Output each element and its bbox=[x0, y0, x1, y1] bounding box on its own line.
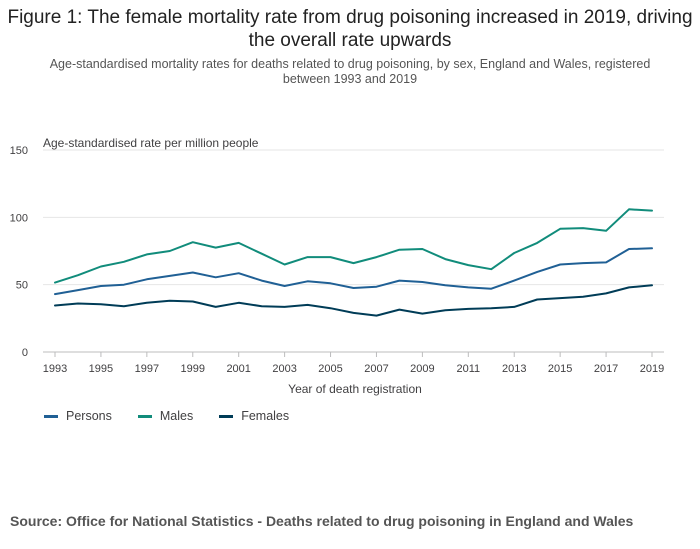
legend-swatch-females bbox=[219, 414, 234, 418]
x-tick-label: 2003 bbox=[272, 363, 296, 375]
x-tick-label: 1993 bbox=[43, 363, 67, 375]
legend-swatch-persons bbox=[44, 414, 58, 418]
legend-label-persons: Persons bbox=[66, 409, 112, 423]
legend-swatch-males bbox=[137, 414, 152, 418]
y-tick-label: 100 bbox=[10, 212, 28, 224]
x-tick-label: 2001 bbox=[226, 363, 250, 375]
legend-item-males[interactable]: Males bbox=[137, 409, 194, 423]
chart-subtitle: Age-standardised mortality rates for dea… bbox=[49, 57, 651, 86]
series-line-males bbox=[54, 208, 653, 284]
x-tick-label: 2017 bbox=[594, 363, 618, 375]
legend-label-males: Males bbox=[159, 409, 194, 423]
legend-item-persons[interactable]: Persons bbox=[44, 409, 112, 423]
x-axis: 1993 1995 1997 1999 2001 2003 2005 2007 2009 2011… bbox=[43, 352, 664, 375]
source-note: Source: Office for National Statistics -… bbox=[10, 513, 634, 529]
x-tick-label: 2015 bbox=[548, 363, 572, 375]
legend-item-females[interactable]: Females bbox=[219, 409, 289, 423]
y-axis-label: Age-standardised rate per million people bbox=[43, 136, 259, 150]
y-tick-label: 0 bbox=[22, 347, 28, 359]
x-tick-label: 1995 bbox=[89, 363, 113, 375]
legend-label-females: Females bbox=[241, 409, 290, 423]
series-line-females bbox=[54, 284, 653, 317]
x-tick-label: 2009 bbox=[410, 363, 434, 375]
x-tick-label: 1997 bbox=[135, 363, 159, 375]
x-axis-label: Year of death registration bbox=[288, 382, 422, 396]
x-tick-label: 2005 bbox=[318, 363, 342, 375]
series-lines bbox=[54, 208, 653, 317]
x-tick-label: 2019 bbox=[640, 363, 664, 375]
y-axis-ticks: 0 50 100 150 bbox=[10, 145, 28, 359]
x-tick-label: 2013 bbox=[502, 363, 526, 375]
legend: Persons Males Females bbox=[44, 409, 289, 423]
series-line-persons bbox=[54, 247, 653, 296]
y-tick-label: 150 bbox=[10, 145, 28, 157]
x-tick-label: 1999 bbox=[181, 363, 205, 375]
x-tick-label: 2011 bbox=[456, 363, 480, 375]
gridlines bbox=[43, 149, 664, 353]
y-tick-label: 50 bbox=[16, 280, 28, 292]
chart-title: Figure 1: The female mortality rate from… bbox=[7, 7, 693, 51]
x-tick-label: 2007 bbox=[364, 363, 388, 375]
